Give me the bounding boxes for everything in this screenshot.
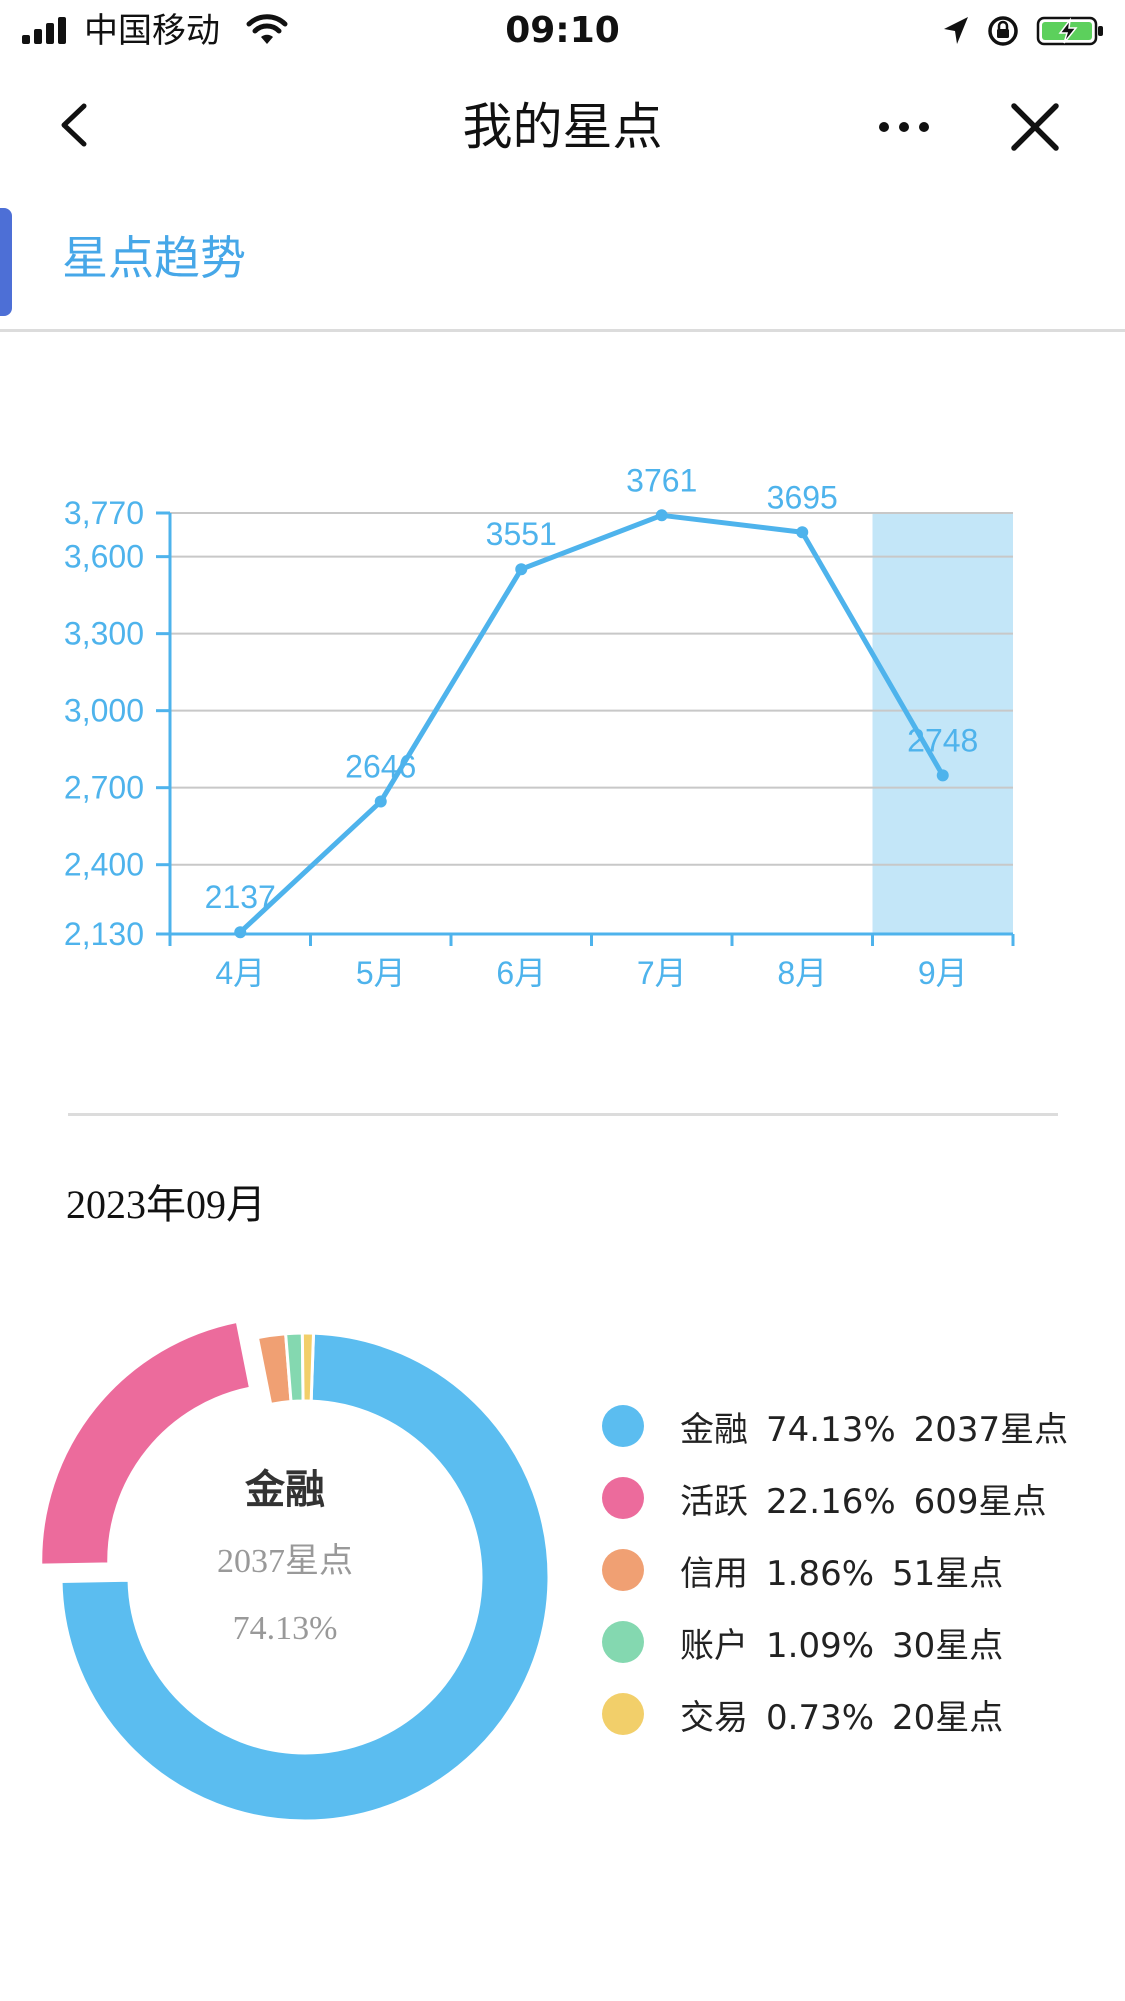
donut-slice bbox=[59, 1331, 551, 1823]
rotation-lock-icon bbox=[988, 16, 1018, 46]
legend-percent: 0.73% bbox=[766, 1697, 875, 1738]
data-point bbox=[796, 526, 809, 539]
legend-points: 20星点 bbox=[892, 1697, 1004, 1738]
legend-color-dot bbox=[602, 1621, 644, 1663]
data-label: 2748 bbox=[907, 722, 978, 758]
x-tick-label: 4月 bbox=[215, 955, 265, 991]
donut-center-points: 2037星点 bbox=[217, 1543, 353, 1580]
x-tick-label: 9月 bbox=[918, 955, 968, 991]
legend-points: 2037星点 bbox=[913, 1409, 1069, 1450]
y-tick-label: 3,300 bbox=[64, 616, 144, 652]
data-point bbox=[655, 509, 668, 522]
navigation-bar: 我的星点 bbox=[0, 62, 1125, 188]
data-point bbox=[515, 563, 528, 576]
legend-text: 信用 1.86% 51星点 bbox=[680, 1546, 1021, 1595]
data-point bbox=[374, 795, 387, 808]
trend-line-chart[interactable]: 2,130 2,400 2,700 3,000 3,300 3,600 3,770 4月 5月 6… bbox=[0, 440, 1125, 1020]
legend-text: 金融 74.13% 2037星点 bbox=[680, 1402, 1086, 1451]
status-bar: 中国移动 09:10 bbox=[0, 0, 1125, 62]
legend-points: 609星点 bbox=[913, 1481, 1047, 1522]
legend-name: 活跃 bbox=[680, 1481, 748, 1522]
section-header: 星点趋势 bbox=[0, 190, 1125, 332]
legend-name: 账户 bbox=[680, 1625, 748, 1666]
y-tick-label: 3,770 bbox=[64, 495, 144, 531]
data-label: 3551 bbox=[486, 516, 557, 552]
legend-percent: 1.86% bbox=[766, 1553, 875, 1594]
donut-center-name: 金融 bbox=[245, 1467, 325, 1513]
period-label: 2023年09月 bbox=[66, 1182, 266, 1227]
data-point bbox=[936, 769, 949, 782]
x-tick-label: 5月 bbox=[356, 955, 406, 991]
series-line bbox=[238, 512, 945, 935]
donut-slice bbox=[39, 1319, 253, 1567]
y-tick-label: 3,000 bbox=[64, 693, 144, 729]
clock-time: 09:10 bbox=[505, 10, 620, 51]
y-tick-label: 2,700 bbox=[64, 770, 144, 806]
x-tick-label: 8月 bbox=[777, 955, 827, 991]
x-tick-label: 6月 bbox=[496, 955, 546, 991]
data-label: 3695 bbox=[767, 479, 838, 515]
legend-text: 交易 0.73% 20星点 bbox=[680, 1690, 1021, 1739]
legend-color-dot bbox=[602, 1405, 644, 1447]
legend-name: 信用 bbox=[680, 1553, 748, 1594]
legend-text: 活跃 22.16% 609星点 bbox=[680, 1474, 1065, 1523]
legend-points: 51星点 bbox=[892, 1553, 1004, 1594]
data-label: 2137 bbox=[205, 879, 276, 915]
data-point bbox=[234, 926, 247, 939]
data-label: 2646 bbox=[345, 749, 416, 785]
y-tick-label: 2,400 bbox=[64, 847, 144, 883]
donut-center-percent: 74.13% bbox=[232, 1610, 338, 1647]
legend-color-dot bbox=[602, 1549, 644, 1591]
section-divider bbox=[0, 329, 1125, 332]
section-indicator bbox=[0, 208, 12, 316]
legend-item[interactable]: 信用 1.86% 51星点 bbox=[602, 1534, 1122, 1606]
y-tick-label: 2,130 bbox=[64, 916, 144, 952]
legend-color-dot bbox=[602, 1477, 644, 1519]
legend-item[interactable]: 账户 1.09% 30星点 bbox=[602, 1606, 1122, 1678]
more-options-icon[interactable] bbox=[874, 102, 934, 152]
category-donut-chart[interactable] bbox=[0, 1290, 580, 1850]
legend-points: 30星点 bbox=[892, 1625, 1004, 1666]
legend-percent: 22.16% bbox=[766, 1481, 896, 1522]
legend-item[interactable]: 活跃 22.16% 609星点 bbox=[602, 1462, 1122, 1534]
content-divider bbox=[68, 1113, 1058, 1116]
legend-item[interactable]: 交易 0.73% 20星点 bbox=[602, 1678, 1122, 1750]
legend-text: 账户 1.09% 30星点 bbox=[680, 1618, 1021, 1667]
section-title: 星点趋势 bbox=[62, 231, 246, 285]
page-title: 我的星点 bbox=[462, 98, 663, 156]
carrier-name: 中国移动 bbox=[84, 11, 220, 51]
donut-slice bbox=[300, 1331, 316, 1403]
close-icon[interactable] bbox=[1008, 100, 1062, 154]
data-label: 3761 bbox=[626, 462, 697, 498]
signal-strength-icon bbox=[22, 17, 72, 44]
x-tick-label: 7月 bbox=[637, 955, 687, 991]
legend-name: 金融 bbox=[680, 1409, 748, 1450]
legend-percent: 1.09% bbox=[766, 1625, 875, 1666]
battery-charging-icon bbox=[1036, 16, 1103, 46]
back-chevron-icon[interactable] bbox=[50, 100, 100, 150]
wifi-icon bbox=[246, 14, 288, 44]
legend-name: 交易 bbox=[680, 1697, 748, 1738]
location-arrow-icon bbox=[944, 17, 968, 44]
legend-percent: 74.13% bbox=[766, 1409, 896, 1450]
legend-item[interactable]: 金融 74.13% 2037星点 bbox=[602, 1390, 1122, 1462]
legend-color-dot bbox=[602, 1693, 644, 1735]
donut-legend: 金融 74.13% 2037星点活跃 22.16% 609星点信用 1.86% 51星点账户… bbox=[602, 1390, 1122, 1750]
y-tick-label: 3,600 bbox=[64, 539, 144, 575]
